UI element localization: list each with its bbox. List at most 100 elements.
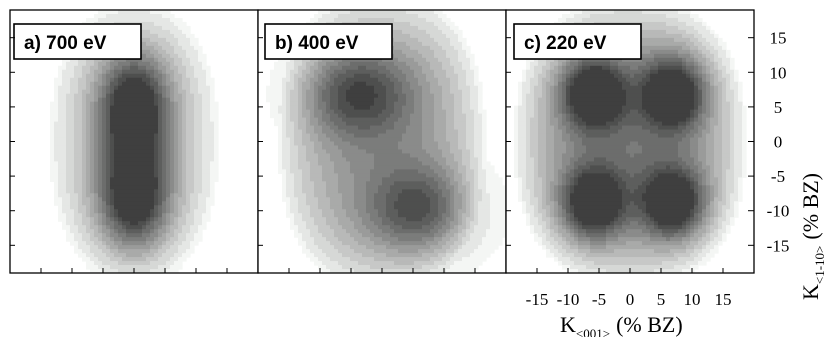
heatmap-cell: [154, 249, 159, 254]
heatmap-cell: [362, 229, 367, 234]
heatmap-cell: [402, 10, 407, 15]
heatmap-cell: [314, 129, 319, 135]
heatmap-cell: [118, 133, 123, 139]
heatmap-cell: [418, 105, 423, 111]
heatmap-cell: [362, 169, 367, 174]
heatmap-cell: [122, 129, 127, 135]
heatmap-cell: [390, 117, 395, 123]
heatmap-cell: [142, 89, 147, 95]
heatmap-cell: [422, 165, 427, 170]
heatmap-cell: [58, 137, 63, 143]
heatmap-cell: [362, 101, 367, 107]
heatmap-cell: [94, 133, 99, 139]
heatmap-cell: [442, 25, 447, 31]
heatmap-cell: [174, 177, 179, 182]
heatmap-cell: [402, 53, 407, 59]
heatmap-cell: [378, 181, 383, 186]
heatmap-cell: [378, 185, 383, 190]
heatmap-cell: [438, 181, 443, 186]
heatmap-cell: [326, 97, 331, 103]
heatmap-cell: [298, 113, 303, 119]
heatmap-cell: [286, 93, 291, 99]
heatmap-cell: [182, 69, 187, 75]
heatmap-cell: [286, 109, 291, 115]
heatmap-cell: [354, 89, 359, 95]
heatmap-cell: [410, 165, 415, 170]
heatmap-cell: [90, 237, 95, 242]
heatmap-cell: [174, 169, 179, 174]
heatmap-cell: [110, 89, 115, 95]
heatmap-cell: [190, 113, 195, 119]
heatmap-cell: [402, 217, 407, 222]
heatmap-cell: [334, 85, 339, 91]
heatmap-cell: [326, 241, 331, 246]
heatmap-cell: [370, 145, 375, 151]
heatmap-cell: [422, 85, 427, 91]
heatmap-cell: [398, 37, 403, 43]
heatmap-cell: [390, 177, 395, 182]
heatmap-cell: [358, 81, 363, 87]
heatmap-cell: [398, 169, 403, 174]
heatmap-cell: [142, 133, 147, 139]
heatmap-cell: [78, 237, 83, 242]
heatmap-cell: [150, 237, 155, 242]
heatmap-cell: [138, 189, 143, 194]
heatmap-cell: [114, 10, 119, 15]
heatmap-cell: [322, 185, 327, 190]
heatmap-cell: [90, 161, 95, 166]
heatmap-cell: [142, 109, 147, 115]
heatmap-cell: [190, 73, 195, 79]
heatmap-cell: [382, 185, 387, 190]
heatmap-cell: [410, 145, 415, 151]
heatmap-cell: [406, 205, 411, 210]
heatmap-cell: [70, 189, 75, 194]
heatmap-cell: [286, 173, 291, 178]
heatmap-cell: [434, 53, 439, 59]
heatmap-cell: [346, 169, 351, 174]
heatmap-cell: [102, 269, 107, 273]
heatmap-cell: [390, 113, 395, 119]
heatmap-cell: [366, 77, 371, 83]
heatmap-cell: [406, 261, 411, 266]
heatmap-cell: [178, 29, 183, 35]
heatmap-cell: [94, 253, 99, 258]
heatmap-cell: [86, 153, 91, 159]
heatmap-cell: [50, 161, 55, 166]
heatmap-cell: [310, 225, 315, 230]
heatmap-cell: [214, 157, 219, 163]
heatmap-cell: [110, 145, 115, 151]
heatmap-cell: [362, 241, 367, 246]
heatmap-cell: [118, 221, 123, 226]
heatmap-cell: [418, 137, 423, 143]
heatmap-cell: [414, 133, 419, 139]
heatmap-cell: [142, 101, 147, 107]
heatmap-cell: [430, 57, 435, 63]
heatmap-cell: [430, 121, 435, 127]
heatmap-cell: [186, 165, 191, 170]
heatmap-cell: [66, 89, 71, 95]
heatmap-cell: [402, 261, 407, 266]
heatmap-cell: [182, 117, 187, 123]
heatmap-cell: [90, 113, 95, 119]
heatmap-cell: [390, 149, 395, 155]
heatmap-cell: [282, 165, 287, 170]
heatmap-cell: [122, 73, 127, 79]
heatmap-cell: [330, 65, 335, 71]
heatmap-cell: [86, 65, 91, 71]
heatmap-cell: [322, 209, 327, 214]
heatmap-cell: [162, 125, 167, 131]
heatmap-cell: [382, 177, 387, 182]
heatmap-cell: [358, 113, 363, 119]
heatmap-cell: [198, 181, 203, 186]
heatmap-cell: [142, 169, 147, 174]
heatmap-cell: [438, 233, 443, 238]
heatmap-cell: [398, 153, 403, 159]
heatmap-cell: [182, 169, 187, 174]
heatmap-cell: [382, 221, 387, 226]
heatmap-cell: [210, 133, 215, 139]
heatmap-cell: [338, 129, 343, 135]
heatmap-cell: [70, 241, 75, 246]
heatmap-cell: [334, 129, 339, 135]
heatmap-cell: [162, 109, 167, 115]
